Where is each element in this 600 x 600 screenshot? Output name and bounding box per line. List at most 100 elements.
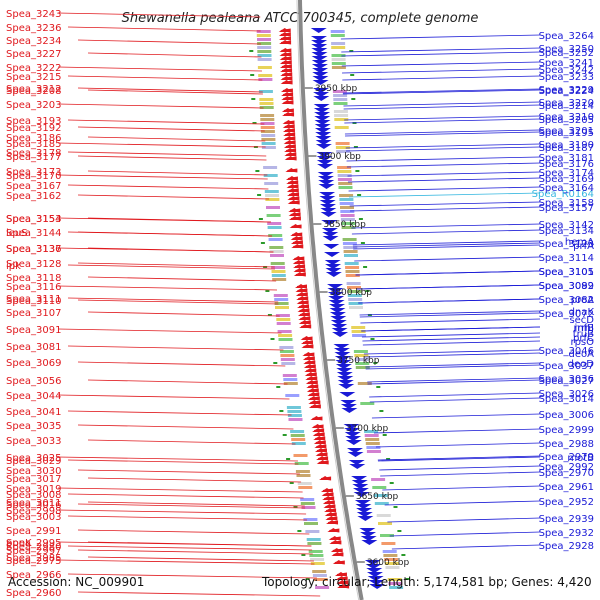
gene-marker-right: [355, 170, 360, 172]
right-leader-line: [356, 284, 541, 290]
forward-gene-arrow: [284, 156, 297, 160]
forward-gene-arrow: [280, 72, 293, 76]
right-leader-line: [352, 240, 541, 246]
forward-gene-arrow: [279, 56, 292, 60]
cog-stripe-right: [339, 198, 354, 201]
cog-stripe-right: [330, 34, 345, 37]
left-gene-label: Spea_3118: [6, 273, 61, 284]
forward-gene-arrow: [299, 324, 312, 328]
forward-gene-arrow: [286, 184, 299, 188]
reverse-gene-arrow: [330, 320, 347, 325]
forward-gene-arrow: [324, 508, 337, 512]
right-gene-label: Spea_2970: [539, 468, 594, 479]
right-gene-label: hemA: [565, 237, 594, 248]
cog-stripe-right: [337, 166, 352, 169]
cog-stripe-right: [346, 282, 361, 285]
reverse-gene-arrow: [335, 364, 352, 369]
cog-stripe-right: [344, 254, 358, 257]
right-gene-label: Spea_3036: [539, 374, 594, 385]
reverse-gene-arrow: [334, 356, 351, 361]
left-leader-line: [57, 12, 261, 18]
left-gene-label: Spea_3019: [6, 484, 61, 495]
right-leader-line: [367, 379, 541, 385]
cog-stripe-left: [265, 198, 280, 201]
reverse-gene-arrow: [357, 516, 374, 521]
reverse-gene-arrow: [320, 212, 337, 217]
cog-stripe-left: [271, 266, 286, 269]
accession-label: Accession: NC_009901: [8, 575, 144, 589]
cog-stripe-left: [288, 418, 303, 421]
gene-marker-right: [370, 338, 375, 340]
cog-stripe-left: [276, 322, 291, 325]
forward-gene-arrow: [310, 416, 323, 420]
cog-stripe-right: [335, 146, 350, 149]
left-gene-label: Spea_3154: [6, 214, 61, 225]
cog-stripe-left: [283, 382, 298, 385]
cog-stripe-right: [365, 438, 380, 441]
cog-stripe-right: [378, 522, 392, 525]
right-leader-line: [377, 456, 541, 462]
cog-stripe-left: [261, 138, 276, 141]
forward-gene-arrow: [304, 368, 317, 372]
forward-gene-arrow: [302, 356, 315, 360]
cog-stripe-left: [273, 294, 288, 297]
forward-gene-arrow: [304, 372, 317, 376]
cog-stripe-right: [345, 266, 360, 269]
reverse-gene-arrow: [333, 344, 350, 349]
cog-stripe-right: [334, 114, 349, 117]
reverse-gene-arrow: [366, 572, 383, 577]
reverse-gene-arrow: [346, 448, 363, 453]
right-leader-line: [342, 75, 541, 81]
cog-stripe-right: [354, 354, 369, 357]
gene-marker-left: [267, 314, 272, 316]
cog-stripe-right: [349, 306, 363, 309]
left-gene-label: Spea_2980: [6, 542, 61, 553]
forward-gene-arrow: [306, 388, 319, 392]
cog-stripe-right: [382, 550, 397, 553]
left-leader-line: [57, 174, 268, 180]
reverse-gene-arrow: [344, 432, 361, 437]
cog-stripe-right: [345, 270, 360, 273]
right-leader-line: [363, 349, 541, 355]
cog-stripe-right: [351, 330, 366, 333]
forward-gene-arrow: [336, 580, 349, 584]
cog-stripe-left: [294, 462, 309, 465]
reverse-gene-arrow: [330, 316, 347, 321]
right-leader-line: [379, 465, 541, 471]
reverse-gene-arrow: [311, 52, 328, 57]
left-leader-line: [87, 556, 314, 562]
left-leader-line: [77, 262, 275, 268]
forward-gene-arrow: [286, 180, 299, 184]
forward-gene-arrow: [287, 192, 300, 196]
reverse-gene-arrow: [323, 252, 340, 257]
left-gene-label: Spea_3236: [6, 23, 61, 34]
reverse-gene-arrow: [368, 580, 385, 585]
forward-gene-arrow: [328, 536, 341, 540]
cog-stripe-left: [261, 134, 276, 137]
cog-stripe-right: [348, 302, 363, 305]
cog-stripe-left: [266, 214, 281, 217]
cog-stripe-left: [272, 278, 287, 281]
right-gene-label: proA: [571, 295, 594, 306]
forward-gene-arrow: [303, 364, 316, 368]
left-leader-line: [57, 247, 274, 253]
left-gene-label: Spea_3011: [6, 498, 61, 509]
forward-gene-arrow: [291, 244, 304, 248]
left-gene-label: Spea_3222: [6, 63, 61, 74]
right-gene-label: Spea_3201: [539, 126, 594, 137]
left-gene-label: Spea_3091: [6, 325, 61, 336]
reverse-gene-arrow: [369, 584, 386, 589]
left-gene-label: Spea_3111: [6, 294, 61, 305]
left-leader-line: [57, 103, 264, 109]
left-leader-line: [57, 66, 262, 72]
left-gene-label: ipk: [6, 261, 21, 272]
right-leader-line: [361, 332, 541, 338]
forward-gene-arrow: [282, 120, 295, 124]
left-gene-labels: Spea_3243 Spea_3236 Spea_3234 Spea_3227 Spea…: [6, 9, 61, 599]
reverse-gene-arrow: [312, 80, 329, 85]
right-gene-label: Spea_2999: [539, 425, 594, 436]
reverse-gene-arrow: [321, 228, 338, 233]
cog-stripe-left: [259, 98, 274, 101]
cog-stripe-right: [352, 334, 367, 337]
gene-marker-right: [353, 146, 358, 148]
